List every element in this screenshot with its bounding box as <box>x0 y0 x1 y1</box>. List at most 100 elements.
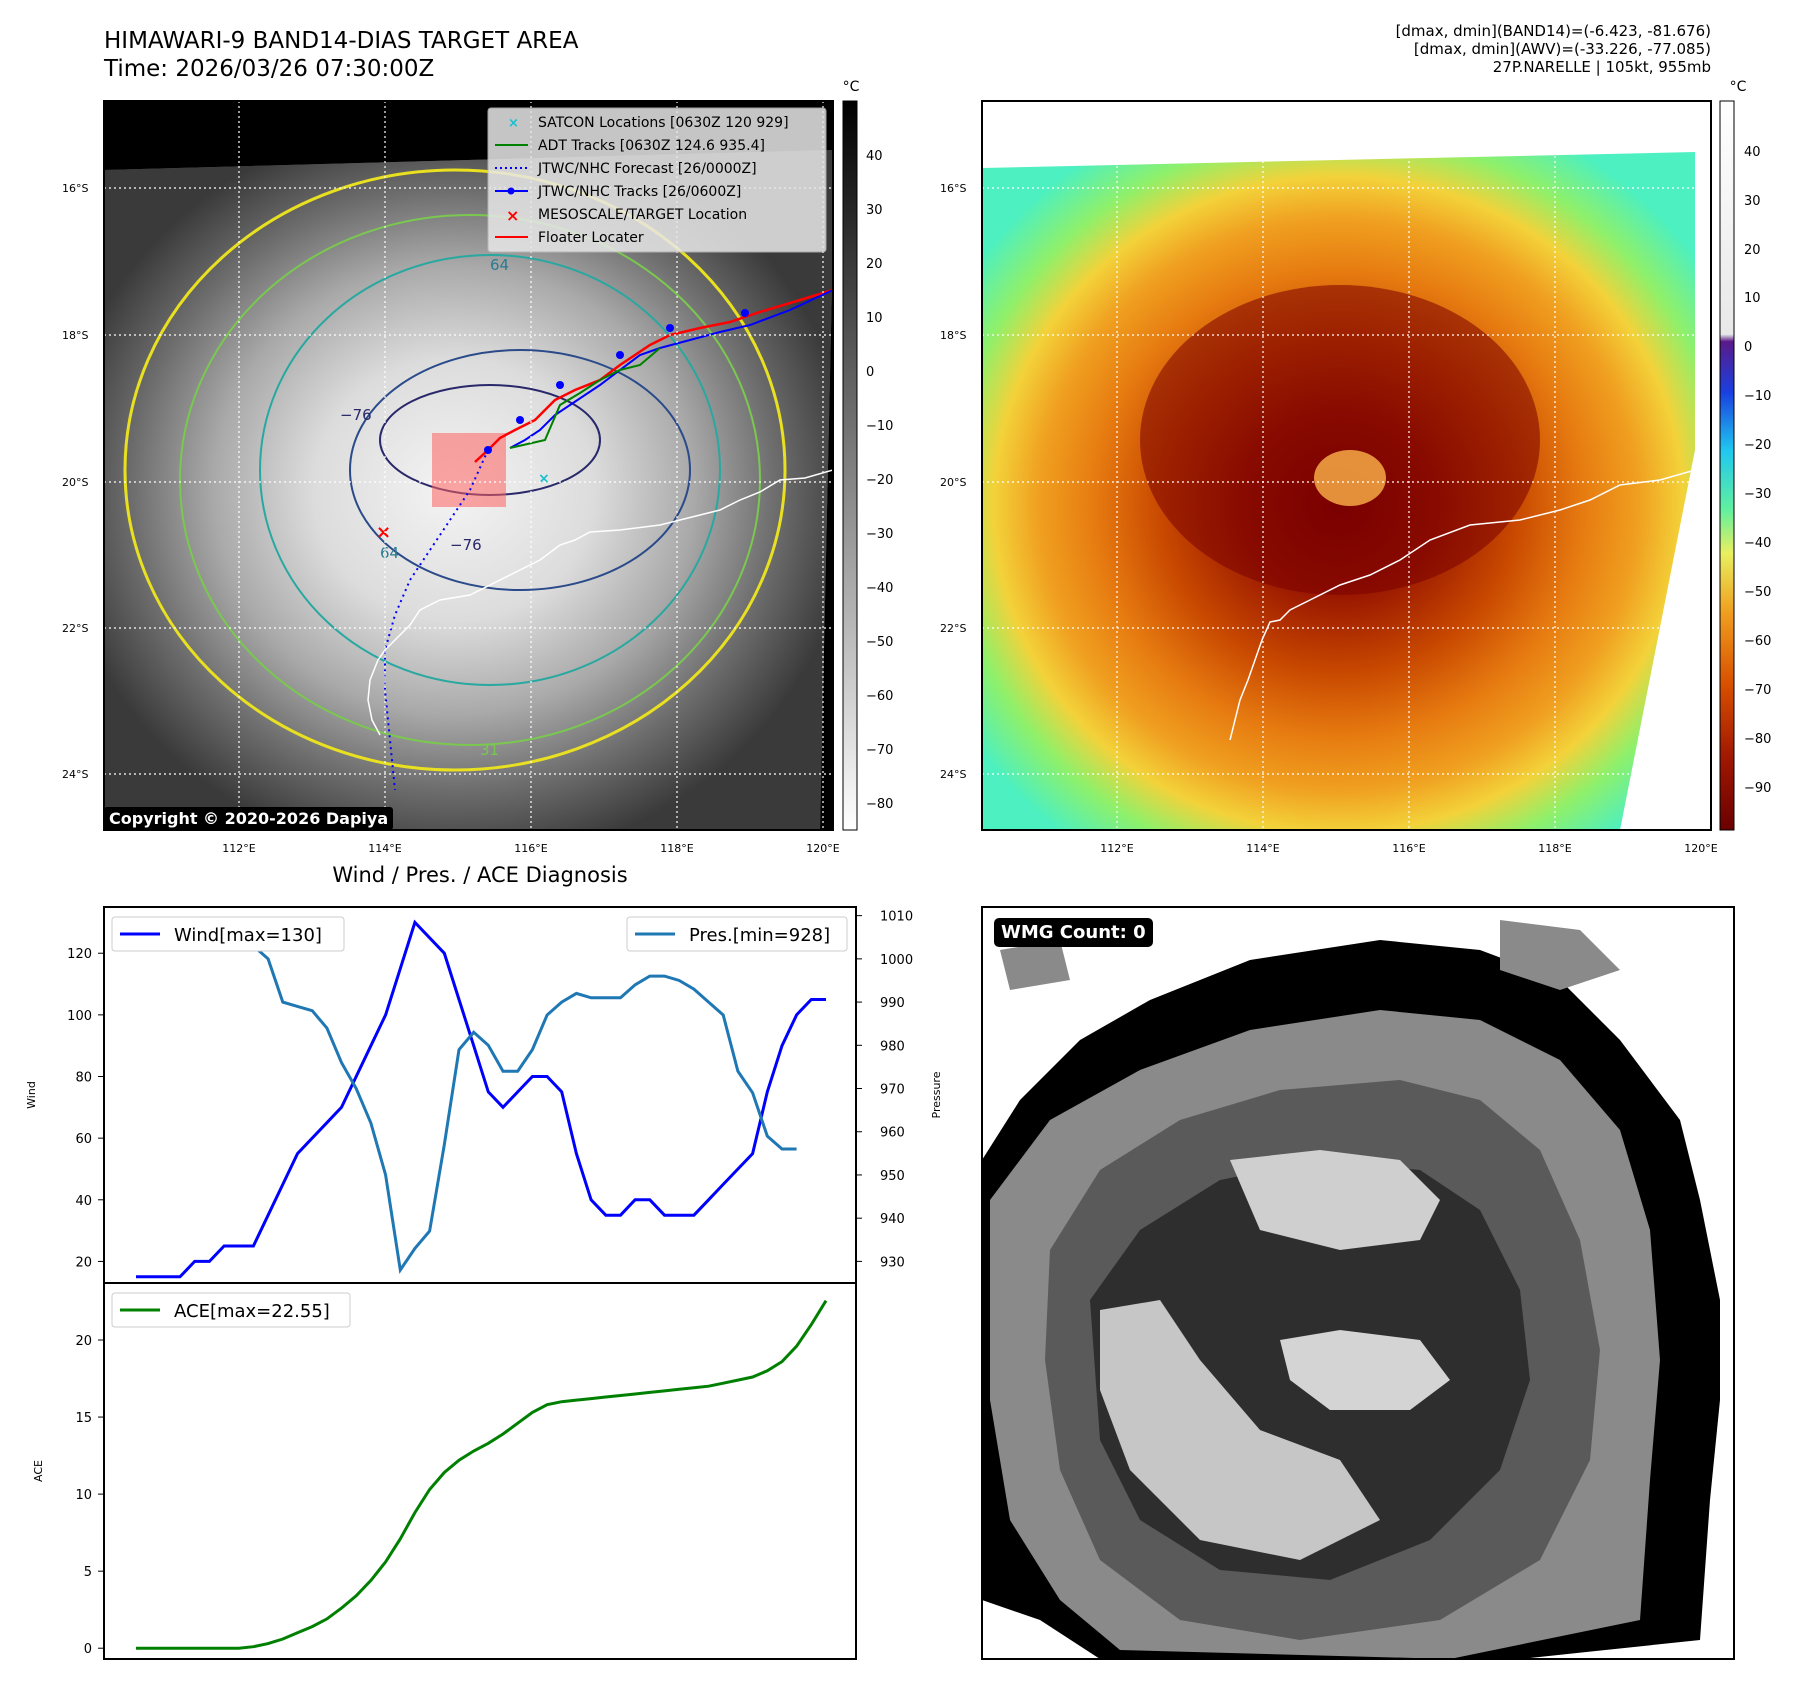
cbar-tick: 20 <box>866 257 883 272</box>
cbar-tick: −90 <box>1744 781 1771 796</box>
lon-label: 114°E <box>1246 842 1279 855</box>
satcon-marker: × <box>538 471 550 487</box>
contour-navy <box>349 349 691 591</box>
cbar-tick: −30 <box>1744 487 1771 502</box>
cbar-tick: −20 <box>866 473 893 488</box>
legend-mesoscale: MESOSCALE/TARGET Location <box>538 207 747 223</box>
pres-ticks: 1010 1000 990 980 970 960 950 940 930 <box>856 910 913 1270</box>
cbar-tick: −50 <box>866 635 893 650</box>
contour-label-64a: 64 <box>490 256 509 274</box>
lon-label: 112°E <box>222 842 255 855</box>
legend-pres: Pres.[min=928] <box>689 925 830 946</box>
band14-lat-labels: 16°S 18°S 20°S 22°S 24°S <box>62 182 88 781</box>
pres-tick-label: 980 <box>880 1039 905 1054</box>
copyright-label: Copyright © 2020-2026 Dapiya <box>104 807 394 830</box>
lat-label: 24°S <box>940 768 966 781</box>
band14-frame <box>103 100 834 831</box>
wind-tick-label: 100 <box>67 1009 92 1024</box>
contour-label-76b: −76 <box>450 536 482 554</box>
stats-line-2: [dmax, dmin](AWV)=(-33.226, -77.085) <box>1413 40 1711 58</box>
cbar-tick: 0 <box>866 365 874 380</box>
legend-adt: ADT Tracks [0630Z 124.6 935.4] <box>538 138 765 154</box>
pres-tick-label: 930 <box>880 1255 905 1270</box>
legend-satcon: SATCON Locations [0630Z 120 929] <box>538 115 789 131</box>
wind-pres-frame <box>103 906 857 1284</box>
cbar-tick: 10 <box>1744 291 1761 306</box>
wmg-image <box>982 907 1734 1659</box>
band14-lon-labels: 112°E 114°E 116°E 118°E 120°E <box>222 842 839 855</box>
lon-label: 118°E <box>660 842 693 855</box>
ace-axis-label: ACE <box>32 1460 45 1482</box>
diagnosis-title: Wind / Pres. / ACE Diagnosis <box>332 863 628 887</box>
wmg-frame <box>981 906 1735 1660</box>
awv-coastline <box>1229 469 1696 741</box>
awv-eye <box>1314 450 1386 506</box>
awv-lon-labels: 112°E 114°E 116°E 118°E 120°E <box>1100 842 1717 855</box>
series-layer <box>136 919 828 1650</box>
stats-line-1: [dmax, dmin](BAND14)=(-6.423, -81.676) <box>1395 22 1711 40</box>
awv-colorbar-ticks: 40 30 20 10 0 −10 −20 −30 −40 −50 −60 −7… <box>1744 145 1771 796</box>
pres-legend: Pres.[min=928] <box>626 916 848 952</box>
wind-series-line <box>136 919 826 1279</box>
cbar-tick: −40 <box>1744 536 1771 551</box>
lon-label: 120°E <box>806 842 839 855</box>
legend-wind: Wind[max=130] <box>174 925 322 946</box>
wind-tick-label: 80 <box>75 1071 92 1086</box>
svg-text:×: × <box>508 116 519 131</box>
wind-tick-label: 40 <box>75 1194 92 1209</box>
wmg-count-label: WMG Count: 0 <box>994 918 1153 947</box>
ace-frame <box>103 1282 857 1660</box>
awv-colorbar-unit: °C <box>1730 79 1747 95</box>
lat-label: 22°S <box>62 622 88 635</box>
legend-jtwc-forecast: JTWC/NHC Forecast [26/0000Z] <box>537 161 757 177</box>
cbar-tick: 0 <box>1744 340 1752 355</box>
wind-tick-label: 60 <box>75 1132 92 1147</box>
band14-colorbar <box>842 100 858 831</box>
wind-ticks: 120 100 80 60 40 20 <box>67 947 104 1270</box>
jtwc-forecast <box>384 449 489 791</box>
pres-series-line <box>136 922 797 1275</box>
cbar-tick: −80 <box>866 797 893 812</box>
ace-tick-label: 15 <box>75 1411 92 1426</box>
ace-tick-label: 10 <box>75 1488 92 1503</box>
wind-axis-label: Wind <box>25 1081 38 1109</box>
cbar-tick: −80 <box>1744 732 1771 747</box>
cbar-tick: −40 <box>866 581 893 596</box>
cbar-tick: −10 <box>866 419 893 434</box>
cbar-tick: −30 <box>866 527 893 542</box>
band14-colorbar-unit: °C <box>843 79 860 95</box>
lat-label: 20°S <box>62 476 88 489</box>
ace-tick-label: 0 <box>84 1642 92 1657</box>
lat-label: 18°S <box>62 329 88 342</box>
cbar-tick: −60 <box>1744 634 1771 649</box>
wind-legend: Wind[max=130] <box>111 916 345 952</box>
wind-tick-label: 20 <box>75 1255 92 1270</box>
cbar-tick: −70 <box>866 743 893 758</box>
coastline <box>367 469 833 736</box>
band14-legend: × SATCON Locations [0630Z 120 929] ADT T… <box>487 107 827 253</box>
ace-tick-label: 5 <box>84 1565 92 1580</box>
adt-track <box>509 347 661 449</box>
pres-tick-label: 990 <box>880 996 905 1011</box>
stats-block: [dmax, dmin](BAND14)=(-6.423, -81.676) [… <box>1396 22 1711 76</box>
pres-tick-label: 970 <box>880 1083 905 1098</box>
awv-lat-labels: 16°S 18°S 20°S 22°S 24°S <box>940 182 966 781</box>
lon-label: 116°E <box>1392 842 1425 855</box>
awv-frame <box>981 100 1712 831</box>
lon-label: 116°E <box>514 842 547 855</box>
cbar-tick: 40 <box>1744 145 1761 160</box>
ace-series-line <box>136 1299 828 1650</box>
grid-lines-right <box>982 101 1711 830</box>
lat-label: 16°S <box>940 182 966 195</box>
lat-label: 22°S <box>940 622 966 635</box>
pres-tick-label: 960 <box>880 1126 905 1141</box>
legend-jtwc-tracks: JTWC/NHC Tracks [26/0600Z] <box>537 184 741 200</box>
ace-legend: ACE[max=22.55] <box>111 1292 351 1328</box>
lon-label: 118°E <box>1538 842 1571 855</box>
contour-label-31: 31 <box>480 741 499 759</box>
cbar-tick: 30 <box>1744 194 1761 209</box>
lat-label: 24°S <box>62 768 88 781</box>
cbar-tick: −60 <box>866 689 893 704</box>
legend-floater: Floater Locater <box>538 230 644 246</box>
